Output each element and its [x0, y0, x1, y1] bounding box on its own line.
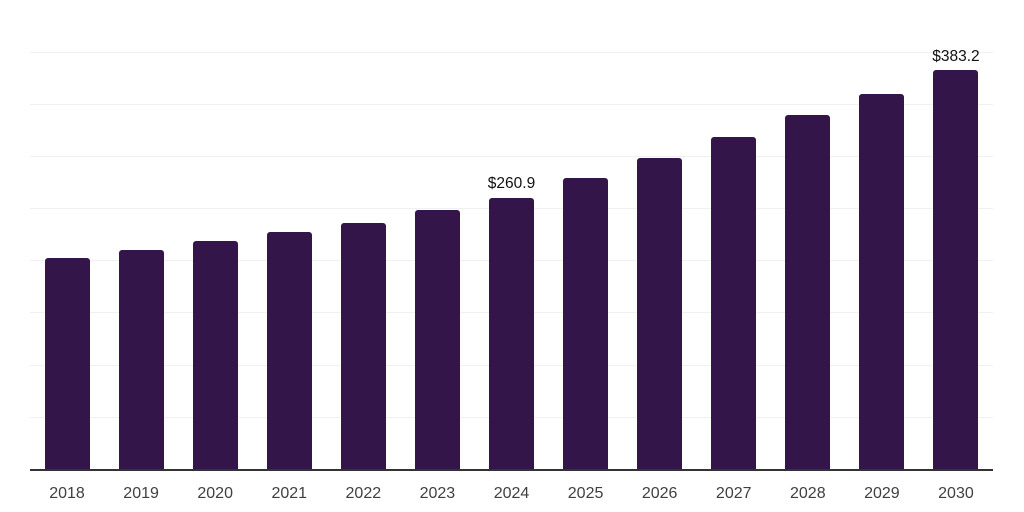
bar-value-label-2030: $383.2: [932, 47, 980, 65]
x-tick-label-2026: 2026: [641, 485, 678, 502]
x-tick-label-2029: 2029: [864, 485, 900, 502]
bar-2029: [859, 93, 905, 470]
gridline: [30, 103, 993, 105]
bar-2021: [266, 231, 312, 470]
bar-2025: [563, 177, 609, 470]
bar-2024: [489, 197, 534, 470]
bar-2019: [118, 250, 164, 470]
bar-2020: [192, 241, 238, 470]
x-tick-label-2030: 2030: [938, 485, 974, 502]
gridline: [30, 51, 993, 53]
x-tick-label-2028: 2028: [790, 485, 826, 502]
x-tick-label-2021: 2021: [271, 485, 308, 502]
x-axis-line: [30, 469, 993, 471]
x-tick-label-2019: 2019: [123, 485, 159, 502]
bar-2030: [933, 70, 979, 470]
x-tick-label-2023: 2023: [419, 485, 456, 502]
bar-2022: [340, 222, 386, 470]
x-tick-label-2022: 2022: [345, 485, 382, 502]
x-tick-label-2024: 2024: [493, 485, 530, 502]
x-tick-label-2025: 2025: [567, 485, 604, 502]
x-tick-label-2020: 2020: [197, 485, 233, 502]
x-tick-label-2027: 2027: [715, 485, 752, 502]
bar-2023: [414, 210, 460, 470]
bar-2018: [44, 257, 90, 470]
x-tick-label-2018: 2018: [49, 485, 85, 502]
bar-2026: [637, 157, 683, 470]
plot-area: $260.9 $383.2: [30, 0, 993, 471]
bar-2027: [711, 136, 757, 470]
bar-value-label-2024: $260.9: [487, 175, 536, 193]
bar-2028: [785, 114, 831, 470]
gridline: [30, 155, 993, 157]
